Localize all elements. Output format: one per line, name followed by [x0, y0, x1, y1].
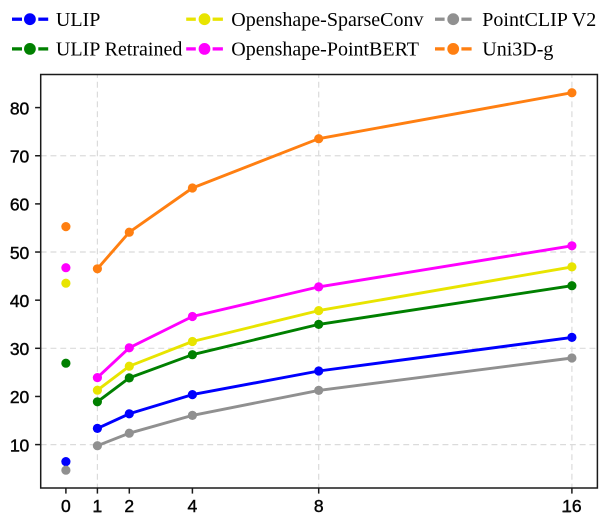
svg-text:70: 70	[10, 147, 30, 167]
svg-text:Uni3D-g: Uni3D-g	[482, 38, 553, 60]
svg-text:2: 2	[124, 496, 134, 516]
svg-text:20: 20	[10, 387, 30, 407]
svg-text:ULIP Retrained: ULIP Retrained	[56, 38, 182, 60]
svg-text:40: 40	[10, 291, 30, 311]
svg-text:16: 16	[562, 496, 581, 516]
svg-text:Openshape-PointBERT: Openshape-PointBERT	[231, 38, 419, 60]
svg-text:10: 10	[10, 435, 30, 455]
svg-text:60: 60	[10, 195, 30, 215]
svg-text:1: 1	[93, 496, 103, 516]
svg-text:0: 0	[61, 496, 71, 516]
svg-text:PointCLIP V2: PointCLIP V2	[482, 9, 596, 31]
svg-text:30: 30	[10, 339, 30, 359]
svg-text:50: 50	[10, 243, 30, 263]
svg-text:Openshape-SparseConv: Openshape-SparseConv	[231, 9, 423, 31]
svg-text:4: 4	[188, 496, 198, 516]
svg-text:ULIP: ULIP	[56, 9, 100, 31]
svg-text:80: 80	[10, 98, 30, 118]
svg-text:8: 8	[314, 496, 324, 516]
